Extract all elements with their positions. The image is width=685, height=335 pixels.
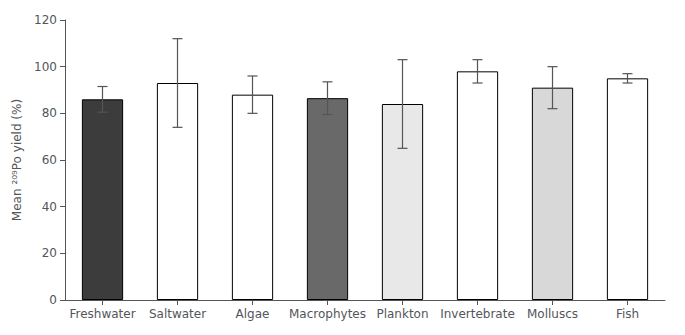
svg-text:40: 40 bbox=[42, 200, 57, 214]
svg-text:80: 80 bbox=[42, 106, 57, 120]
svg-text:Freshwater: Freshwater bbox=[69, 307, 135, 321]
svg-text:Mean ²⁰⁹Po yield (%): Mean ²⁰⁹Po yield (%) bbox=[10, 99, 24, 221]
svg-text:Fish: Fish bbox=[616, 307, 639, 321]
svg-text:Macrophytes: Macrophytes bbox=[289, 307, 366, 321]
svg-text:0: 0 bbox=[49, 293, 57, 307]
svg-text:20: 20 bbox=[42, 246, 57, 260]
svg-text:Molluscs: Molluscs bbox=[527, 307, 578, 321]
svg-text:Plankton: Plankton bbox=[376, 307, 428, 321]
svg-text:Invertebrate: Invertebrate bbox=[440, 307, 515, 321]
svg-text:120: 120 bbox=[34, 13, 57, 27]
svg-text:Saltwater: Saltwater bbox=[149, 307, 206, 321]
svg-text:Algae: Algae bbox=[236, 307, 270, 321]
svg-text:100: 100 bbox=[34, 60, 57, 74]
svg-text:60: 60 bbox=[42, 153, 57, 167]
